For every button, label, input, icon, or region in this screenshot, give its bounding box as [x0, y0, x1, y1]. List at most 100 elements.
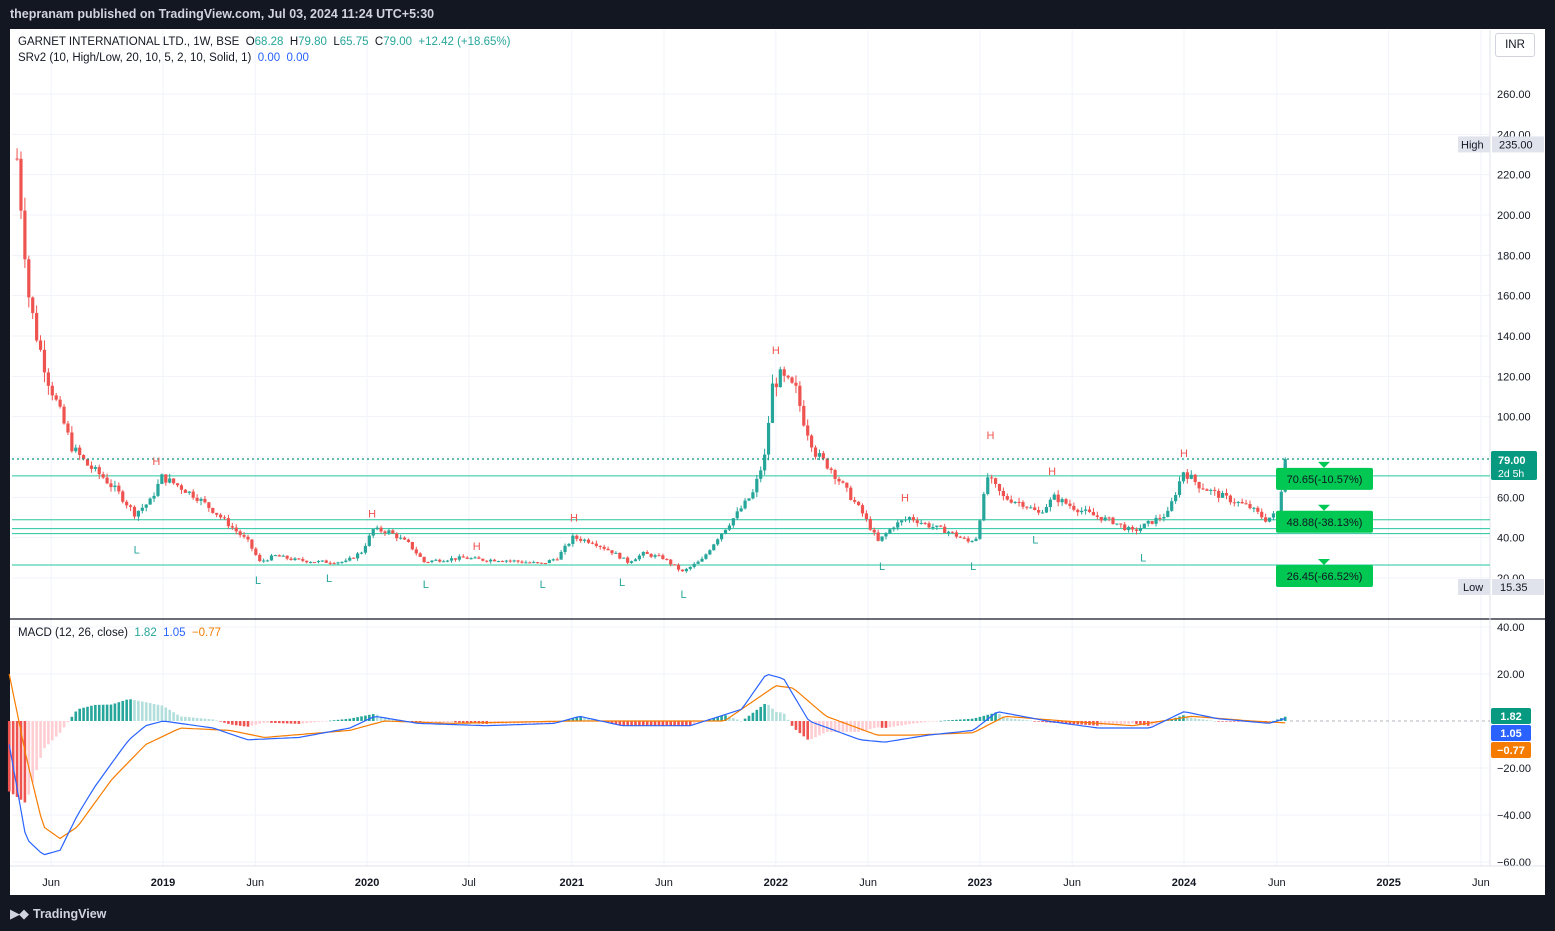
candle-body [1189, 474, 1193, 479]
macd-histogram-bar [782, 713, 786, 721]
candle-body [696, 561, 700, 564]
macd-histogram-bar [199, 718, 203, 721]
macd-histogram-bar [317, 721, 320, 722]
candle-body [168, 478, 172, 483]
candle-body [1267, 517, 1272, 522]
macd-histogram-bar [422, 721, 426, 723]
candle-body [1158, 517, 1162, 519]
macd-histogram-bar [1201, 719, 1205, 721]
macd-histogram-bar [246, 721, 250, 727]
candle-body [629, 561, 634, 563]
macd-histogram-bar [368, 714, 371, 721]
macd-legend[interactable]: MACD (12, 26, close) 1.82 1.05 −0.77 [18, 627, 221, 639]
macd-histogram-bar [1229, 721, 1232, 722]
candle-body [336, 562, 340, 564]
candle-body [751, 492, 755, 499]
macd-histogram-bar [90, 705, 93, 721]
candle-body [117, 485, 121, 492]
candle-body [708, 550, 712, 555]
macd-line-badge-value: 1.05 [1500, 728, 1521, 740]
candle-body [324, 560, 328, 563]
macd-histogram-bar [794, 721, 798, 730]
candle-body [532, 562, 536, 564]
price-axis-tick: 60.00 [1497, 492, 1525, 504]
macd-histogram-bar [1107, 721, 1111, 725]
candle-body [1119, 523, 1123, 525]
macd-histogram-bar [328, 720, 332, 722]
macd-histogram-bar [156, 704, 160, 721]
candle-body [434, 559, 438, 561]
close-value: 79.00 [383, 36, 412, 48]
macd-histogram-bar [825, 721, 829, 733]
macd-histogram-bar [31, 721, 35, 783]
time-axis-label: 2025 [1376, 877, 1400, 889]
candle-body [536, 562, 540, 564]
indicator-value-1: 0.00 [257, 52, 281, 64]
tradingview-brand: TradingView [33, 907, 107, 921]
candle-body [19, 158, 23, 211]
chart-frame[interactable] [10, 29, 1545, 895]
macd-histogram-bar [708, 719, 712, 721]
candle-body [978, 520, 982, 539]
symbol-legend[interactable]: GARNET INTERNATIONAL LTD., 1W, BSE O68.2… [18, 36, 510, 48]
candle-body [911, 517, 915, 521]
candle-body [786, 375, 790, 378]
macd-histogram-bar [587, 718, 590, 721]
candle-body [958, 536, 962, 538]
candle-body [477, 557, 481, 559]
indicator-legend[interactable]: SRv2 (10, High/Low, 20, 10, 5, 2, 10, So… [18, 52, 309, 64]
macd-histogram-bar [23, 721, 27, 803]
high-marker-label-bg [1458, 136, 1490, 153]
candle-body [813, 447, 818, 457]
candle-body [520, 561, 524, 563]
candle-body [571, 535, 575, 544]
candle-body [438, 559, 442, 562]
candle-body [939, 525, 943, 527]
candle-body [622, 557, 626, 559]
candle-body [422, 556, 426, 562]
pivot-low-label: L [1032, 535, 1038, 547]
tradingview-logo[interactable]: ▶◆ TradingView [10, 906, 106, 922]
low-marker-label: Low [1463, 582, 1483, 594]
candle-body [833, 470, 837, 479]
macd-histogram-bar [211, 719, 215, 721]
macd-histogram-bar [865, 721, 868, 731]
candle-body [849, 487, 853, 500]
candle-body [579, 538, 583, 541]
macd-histogram-bar [168, 709, 172, 721]
macd-histogram-bar [1193, 718, 1197, 721]
pivot-low-label: L [423, 579, 429, 591]
currency-button[interactable]: INR [1495, 33, 1535, 57]
macd-histogram-bar [720, 715, 723, 721]
macd-histogram-bar [1272, 720, 1275, 722]
candle-body [35, 312, 39, 341]
price-axis-tick: 160.00 [1497, 291, 1531, 303]
candle-body [782, 369, 786, 376]
candle-body [794, 382, 798, 386]
macd-histogram-bar [129, 699, 132, 721]
candle-body [1146, 521, 1150, 524]
macd-histogram-bar [990, 713, 993, 721]
macd-histogram-bar [1064, 721, 1068, 724]
macd-histogram-bar [900, 721, 903, 726]
macd-histogram-bar [728, 716, 731, 721]
macd-histogram-bar [74, 711, 78, 721]
macd-histogram-bar [117, 702, 121, 721]
candle-body [1142, 523, 1146, 528]
candle-body [371, 529, 375, 536]
macd-histogram-bar [955, 719, 958, 721]
candle-body [524, 562, 528, 564]
macd-histogram-bar [962, 719, 966, 721]
candle-body [316, 561, 321, 563]
candle-body [265, 560, 270, 562]
candle-body [23, 210, 27, 260]
low-marker-label-bg [1458, 579, 1490, 595]
macd-histogram-bar [775, 711, 778, 721]
candle-body [125, 501, 129, 506]
candle-body [680, 569, 685, 572]
macd-histogram-bar [469, 721, 473, 724]
candle-body [453, 558, 458, 560]
macd-histogram-bar [50, 721, 54, 741]
price-axis-tick: 40.00 [1497, 533, 1525, 545]
